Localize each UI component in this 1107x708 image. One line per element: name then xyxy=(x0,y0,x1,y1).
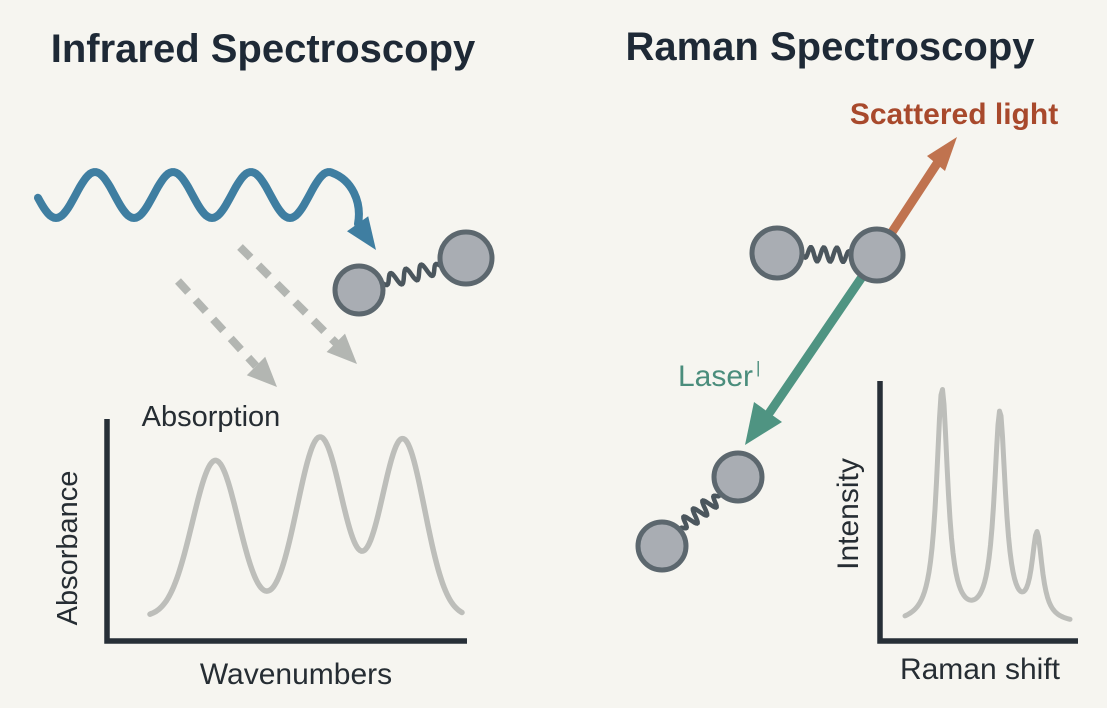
raman-chart-axes xyxy=(877,381,1078,644)
raman-title: Raman Spectroscopy xyxy=(625,25,1035,69)
absorbance-axis-label: Absorbance xyxy=(52,471,84,626)
wavenumbers-axis-label: Wavenumbers xyxy=(200,658,392,691)
bond-spring xyxy=(798,245,856,264)
laser-arrow xyxy=(745,250,882,445)
atom-circle xyxy=(848,226,906,284)
bond-spring xyxy=(678,493,722,531)
atom-circle xyxy=(437,229,495,287)
absorption-label: Absorption xyxy=(142,401,281,433)
laser-label-text: Laser xyxy=(678,360,753,393)
scattered-light-label: Scattered light xyxy=(850,98,1058,131)
atom-circle xyxy=(635,519,689,573)
scattered-arrowhead-icon xyxy=(927,137,957,171)
dashed-arrowhead-icon xyxy=(326,333,357,364)
ir-chart: Absorption Absorbance Wavenumbers xyxy=(52,401,467,691)
absorbed-light-arrow-2 xyxy=(175,278,277,387)
laser-superscript: | xyxy=(756,358,760,377)
ir-molecule xyxy=(332,229,495,317)
ir-title: Infrared Spectroscopy xyxy=(51,27,476,71)
intensity-axis-label: Intensity xyxy=(832,458,865,570)
laser-arrowhead-icon xyxy=(745,402,782,445)
atom-circle xyxy=(749,225,805,281)
bond-spring xyxy=(378,261,445,288)
raman-shift-axis-label: Raman shift xyxy=(900,653,1061,686)
atom-circle xyxy=(711,450,765,504)
ir-spectrum-curve xyxy=(147,434,465,617)
raman-molecule-1 xyxy=(749,225,906,284)
raman-molecule-2 xyxy=(635,450,765,573)
absorbed-light-arrow-1 xyxy=(237,244,357,364)
atom-circle xyxy=(332,263,386,317)
dashed-arrowhead-icon xyxy=(246,356,277,387)
ir-chart-axes xyxy=(104,419,467,644)
laser-label: Laser | xyxy=(678,358,760,393)
raman-chart: Intensity Raman shift xyxy=(832,381,1078,686)
ir-wave xyxy=(34,168,363,228)
ir-wave-arrowhead xyxy=(347,216,376,250)
raman-spectrum-curve xyxy=(902,387,1073,622)
